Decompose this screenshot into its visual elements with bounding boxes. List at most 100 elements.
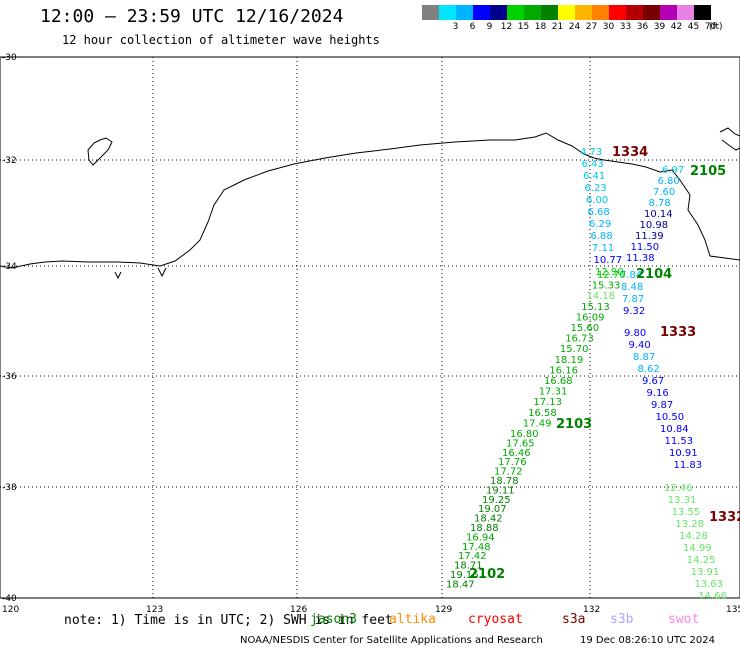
mission-s3a: s3a [562,612,586,627]
wave-height-value: 16.94 [466,532,495,543]
scale-label: 30 [602,22,615,32]
wave-height-value: 9.67 [642,376,664,387]
wave-height-value: 8.62 [638,364,660,375]
mission-jason3: jason3 [310,612,357,627]
track-id-label: 2102 [469,567,505,582]
wave-height-value: 9.80 [624,328,646,339]
scale-swatch [558,5,575,20]
wave-height-value: 18.71 [454,561,483,572]
scale-label: 12 [500,22,513,32]
scale-swatch [473,5,490,20]
wave-height-value: 11.39 [635,231,664,242]
wave-height-value: 16.68 [544,376,573,387]
wave-height-value: 12.90 [595,267,624,278]
coastline-mainland [0,132,740,269]
scale-label: 24 [568,22,581,32]
wave-height-value: 18.47 [446,579,475,590]
page-title: 12:00 – 23:59 UTC 12/16/2024 [40,6,344,27]
wave-height-value: 13.31 [668,495,697,506]
wave-height-value: 16.80 [510,429,539,440]
scale-swatch [439,5,456,20]
wave-height-value: 9.87 [651,400,673,411]
island-coastline [721,139,740,151]
lat-label: -32 [2,156,17,166]
mission-altika: altika [389,612,436,627]
mission-swot: swot [668,612,700,627]
lon-label: 129 [435,605,452,615]
wave-height-value: 10.50 [656,412,685,423]
footer-credit: NOAA/NESDIS Center for Satellite Applica… [240,635,543,646]
wave-height-value: 14.99 [683,543,712,554]
scale-swatch [507,5,524,20]
wave-height-value: 18.88 [470,523,499,534]
wave-height-value: 13.63 [694,579,723,590]
wave-height-value: 9.40 [629,340,651,351]
footer-note: note: 1) Time is in UTC; 2) SWH is in fe… [64,613,393,628]
wave-height-value: 11.38 [626,253,655,264]
wave-height-value: 9.32 [623,306,645,317]
scale-label: 70 [704,22,717,32]
wave-height-value: 11.83 [674,460,703,471]
wave-height-value: 8.87 [633,352,655,363]
wave-height-value: 17.13 [533,397,562,408]
wave-height-value: 17.31 [539,387,568,398]
wave-height-value: 15.60 [571,323,600,334]
lat-label: -30 [2,53,17,63]
wave-height-value: 4.73 [580,147,602,158]
scale-swatch [456,5,473,20]
track-id-label: 2104 [636,267,672,282]
coastline-marker [157,267,167,278]
wave-height-value: 17.65 [506,438,535,449]
scale-label: 9 [486,22,493,32]
page-subtitle: 12 hour collection of altimeter wave hei… [62,33,380,47]
lat-label: -34 [2,262,17,272]
scale-swatch [422,5,439,20]
scale-label: 21 [551,22,564,32]
wave-height-value: 8.78 [649,198,671,209]
wave-height-value: 10.84 [660,424,689,435]
wave-height-value: 6.41 [583,171,605,182]
scale-swatch [677,5,694,20]
scale-label: 18 [534,22,547,32]
wave-height-value: 19.25 [482,495,511,506]
wave-height-value: 17.72 [494,467,523,478]
track-id-label: 1334 [612,145,648,160]
wave-height-value: 6.23 [585,183,607,194]
track-id-label: 1333 [660,325,696,340]
wave-height-value: 15.33 [592,281,621,292]
lon-label: 132 [583,605,600,615]
wave-height-value: 14.66 [698,591,727,602]
wave-height-value: 6.68 [588,207,610,218]
scale-swatch [626,5,643,20]
scale-label: 42 [670,22,683,32]
wave-height-value: 12.70 [597,270,626,281]
track-id-label: 2105 [690,164,726,179]
wave-height-value: 7.87 [622,294,644,305]
scale-label: 33 [619,22,632,32]
wave-height-value: 6.43 [582,159,604,170]
scale-swatch [575,5,592,20]
wave-height-value: 17.42 [458,551,487,562]
wave-height-value: 16.16 [549,365,578,376]
mission-cryosat: cryosat [468,612,523,627]
scale-swatch [660,5,677,20]
island-kangaroo [719,127,740,137]
wave-height-value: 16.09 [576,312,605,323]
wave-height-value: 14.28 [679,531,708,542]
wave-height-value: 19.11 [486,485,515,496]
track-id-label: 1332 [709,510,740,525]
wave-height-value: 10.77 [594,255,623,266]
lon-label: 135 [726,605,740,615]
lat-label: -36 [2,372,17,382]
wave-height-value: 19.07 [478,504,507,515]
wave-height-value: 8.48 [621,282,643,293]
wave-height-value: 6.88 [591,231,613,242]
wave-height-value: 6.97 [662,165,684,176]
wave-height-value: 18.78 [490,476,519,487]
wave-height-value: 12.46 [664,483,693,494]
altimeter-tracks: 4.736.436.416.236.006.686.296.887.1110.7… [446,145,740,602]
scale-label: 45 [687,22,700,32]
wave-height-value: 7.84 [620,270,642,281]
wave-height-value: 17.49 [523,418,552,429]
